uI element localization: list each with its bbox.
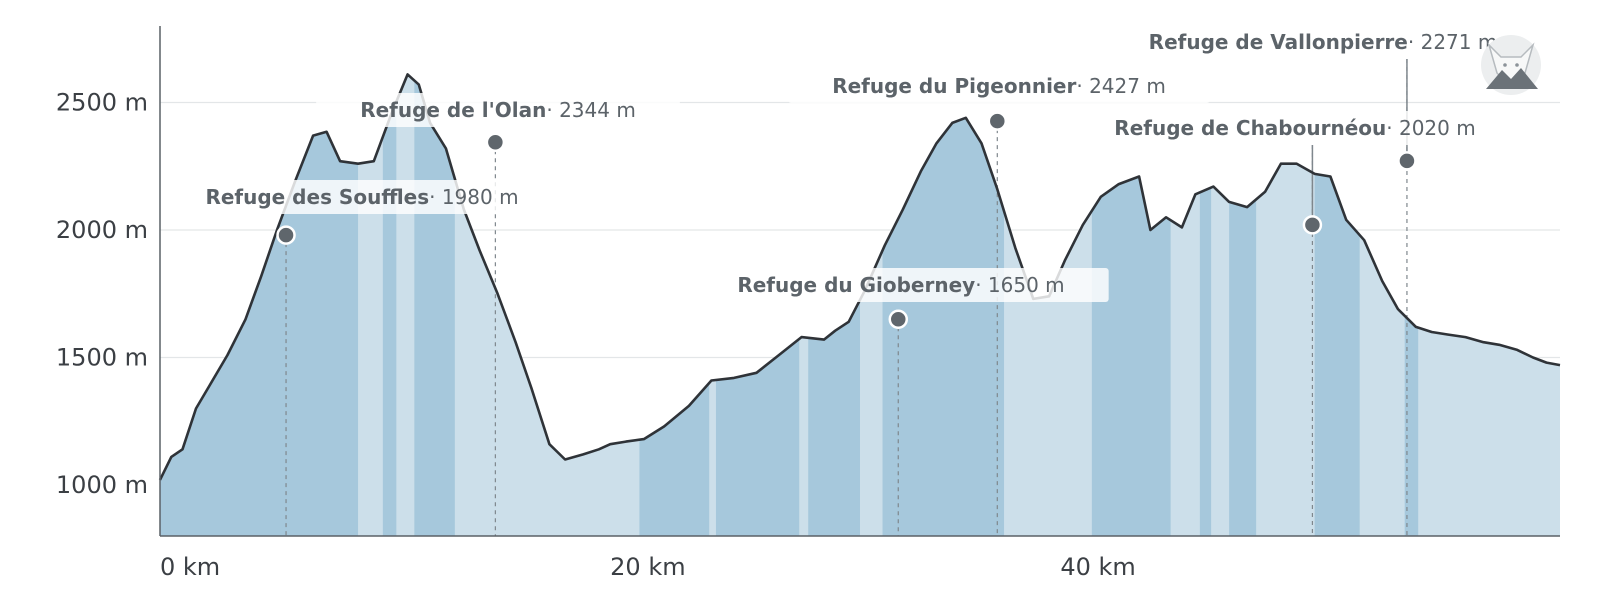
annotation-name: Refuge de Chabournéou — [1114, 116, 1386, 140]
annotation-label-bg — [693, 268, 1109, 302]
y-tick-label-2: 2000 m — [56, 216, 148, 244]
annotation-4: Refuge de Chabournéou· 2020 m — [1070, 111, 1520, 235]
annotation-label: Refuge du Pigeonnier· 2427 m — [832, 74, 1166, 98]
annotation-value: · 2020 m — [1386, 116, 1475, 140]
annotation-label-bg — [316, 93, 680, 127]
annotation-label: Refuge de l'Olan· 2344 m — [360, 98, 636, 122]
annotation-label: Refuge des Souffles· 1980 m — [205, 185, 518, 209]
annotation-value: · 2271 m — [1408, 30, 1497, 54]
tick-labels: 1000 m 1500 m 2000 m 2500 m 0 km 20 km 40 km — [56, 89, 1136, 582]
annotation-label-bg — [1070, 111, 1520, 145]
annotation-0: Refuge des Souffles· 1980 m — [161, 180, 563, 245]
y-tick-label-3: 2500 m — [56, 89, 148, 117]
axes — [159, 26, 1560, 537]
x-tick-label-1: 20 km — [610, 553, 685, 581]
x-tick-label-2: 40 km — [1060, 553, 1135, 581]
y-tick-label-1: 1500 m — [56, 344, 148, 372]
hut-marker-2 — [888, 309, 909, 329]
annotation-label-bg — [788, 69, 1210, 103]
x-tick-label-0: 0 km — [160, 553, 220, 581]
annotation-value: · 1650 m — [975, 273, 1064, 297]
hut-marker-0 — [276, 225, 296, 245]
hut-annotations: Refuge des Souffles· 1980 m Refuge de l'O… — [161, 25, 1542, 329]
annotation-name: Refuge des Souffles — [205, 185, 429, 209]
annotation-name: Refuge de l'Olan — [360, 98, 546, 122]
hut-marker-1 — [485, 132, 506, 153]
annotation-label-bg — [161, 180, 563, 214]
hut-marker-5 — [1397, 151, 1417, 171]
y-tick-label-0: 1000 m — [56, 471, 148, 499]
annotation-3: Refuge du Pigeonnier· 2427 m — [788, 69, 1210, 131]
annotation-name: Refuge de Vallonpierre — [1149, 30, 1408, 54]
annotation-label-bg — [1104, 25, 1542, 59]
annotation-name: Refuge du Pigeonnier — [832, 74, 1076, 98]
annotation-5: Refuge de Vallonpierre· 2271 m — [1104, 25, 1542, 171]
area-band-16 — [1199, 74, 1212, 536]
annotation-value: · 2344 m — [546, 98, 635, 122]
annotation-value: · 2427 m — [1076, 74, 1165, 98]
fox-logo-icon — [1481, 35, 1541, 95]
hut-marker-4 — [1302, 215, 1323, 235]
annotation-label: Refuge du Gioberney· 1650 m — [737, 273, 1064, 297]
annotation-name: Refuge du Gioberney — [737, 273, 975, 297]
annotation-2: Refuge du Gioberney· 1650 m — [693, 268, 1109, 329]
annotation-1: Refuge de l'Olan· 2344 m — [316, 93, 680, 153]
annotation-value: · 1980 m — [429, 185, 518, 209]
annotation-label: Refuge de Chabournéou· 2020 m — [1114, 116, 1475, 140]
annotation-label: Refuge de Vallonpierre· 2271 m — [1149, 30, 1498, 54]
hut-marker-3 — [987, 111, 1008, 131]
